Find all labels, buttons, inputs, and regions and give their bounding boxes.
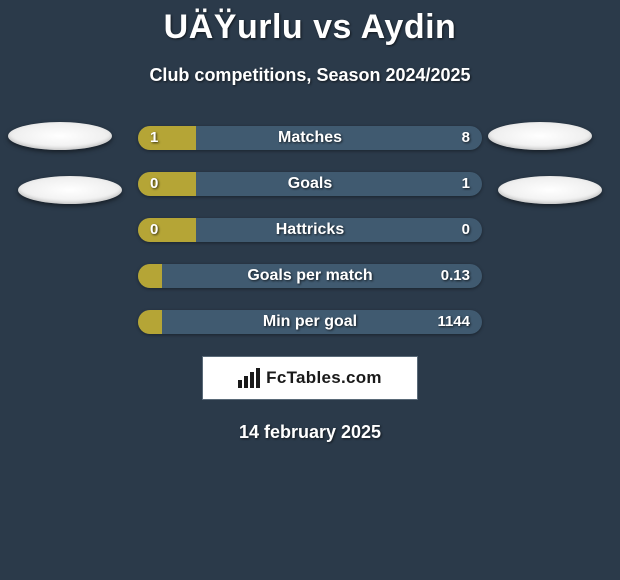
value-right: 0.13 <box>441 264 470 288</box>
page-title: UÄŸurlu vs Aydin <box>0 0 620 47</box>
date-label: 14 february 2025 <box>0 422 620 443</box>
stat-label: Goals per match <box>138 264 482 288</box>
value-right: 1 <box>462 172 470 196</box>
left-badge <box>8 122 112 150</box>
logo-text: FcTables.com <box>266 368 382 388</box>
stat-label: Hattricks <box>138 218 482 242</box>
comparison-chart: 1Matches80Goals10Hattricks0Goals per mat… <box>0 126 620 334</box>
stat-row: 0Hattricks0 <box>138 218 482 242</box>
stat-label: Goals <box>138 172 482 196</box>
value-right: 1144 <box>437 310 470 334</box>
stat-row: 0Goals1 <box>138 172 482 196</box>
bar-chart-icon <box>238 368 260 388</box>
left-badge <box>18 176 122 204</box>
value-right: 0 <box>462 218 470 242</box>
stat-row: Min per goal1144 <box>138 310 482 334</box>
stat-label: Min per goal <box>138 310 482 334</box>
right-badge <box>498 176 602 204</box>
subtitle: Club competitions, Season 2024/2025 <box>0 65 620 86</box>
source-logo[interactable]: FcTables.com <box>202 356 418 400</box>
stat-row: Goals per match0.13 <box>138 264 482 288</box>
stat-label: Matches <box>138 126 482 150</box>
right-badge <box>488 122 592 150</box>
stat-row: 1Matches8 <box>138 126 482 150</box>
value-right: 8 <box>462 126 470 150</box>
